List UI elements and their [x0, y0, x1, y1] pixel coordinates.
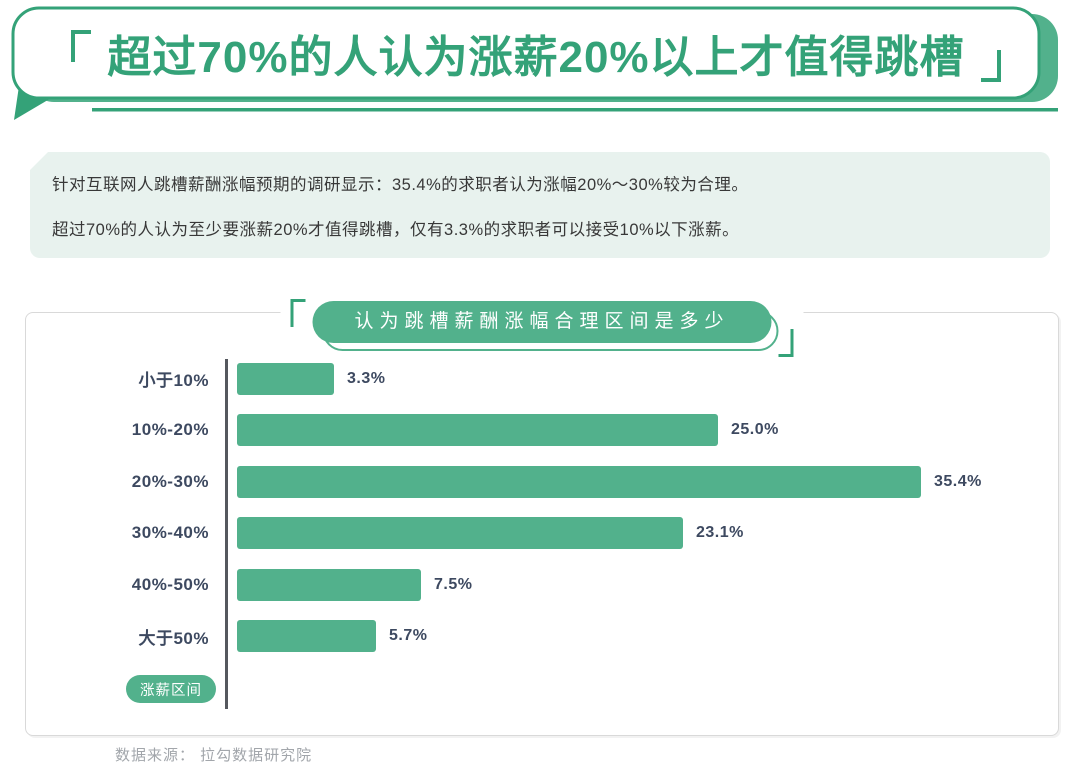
category-label: 10%-20%: [131, 420, 209, 440]
value-label: 3.3%: [347, 369, 386, 387]
banner-content: 超过70%的人认为涨薪20%以上才值得跳槽: [22, 8, 1050, 98]
value-label: 23.1%: [696, 524, 744, 542]
summary-line-2: 超过70%的人认为至少要涨薪20%才值得跳槽，仅有3.3%的求职者可以接受10%…: [52, 220, 740, 239]
page-title: 超过70%的人认为涨薪20%以上才值得跳槽: [107, 33, 965, 82]
category-label: 20%-30%: [131, 471, 209, 491]
chart-row: 30%-40% 23.1%: [26, 508, 1058, 560]
salary-range-badge: 涨薪区间: [126, 675, 216, 703]
chart-card: 认为跳槽薪酬涨幅合理区间是多少 小于10% 3.3% 10%-20% 25.0% 20%…: [25, 297, 1059, 736]
chart-rows: 小于10% 3.3% 10%-20% 25.0% 20%-30% 35.4% 30%-40%…: [26, 353, 1058, 662]
value-label: 7.5%: [434, 575, 473, 593]
banner: 超过70%的人认为涨薪20%以上才值得跳槽: [10, 6, 1062, 130]
corner-bracket-left-icon: [71, 30, 92, 62]
chart-title: 认为跳槽薪酬涨幅合理区间是多少: [312, 301, 772, 343]
title-bracket-left-icon: [290, 299, 306, 327]
chart-row: 20%-30% 35.4%: [26, 456, 1058, 508]
source-note: 数据来源： 拉勾数据研究院: [115, 747, 313, 764]
value-label: 25.0%: [731, 421, 779, 439]
bar-zone: 5.7%: [237, 620, 1058, 653]
bar: [237, 517, 683, 550]
bar-zone: 7.5%: [237, 568, 1058, 601]
banner-shape-svg: [11, 6, 1058, 120]
axis-line: [225, 359, 228, 709]
summary-card: 针对互联网人跳槽薪酬涨幅预期的调研显示：35.4%的求职者认为涨幅20%～30%…: [29, 151, 1050, 258]
category-label: 大于50%: [138, 628, 209, 648]
bar-zone: 3.3%: [237, 362, 1058, 395]
title-bracket-right-icon: [778, 329, 794, 357]
category-label: 小于10%: [138, 371, 209, 391]
banner-underline: [92, 108, 1058, 112]
chart-row: 小于10% 3.3%: [26, 353, 1058, 405]
chart-row: 大于50% 5.7%: [26, 611, 1058, 663]
chart-title-pill: 认为跳槽薪酬涨幅合理区间是多少: [312, 301, 779, 351]
bar-chart: 小于10% 3.3% 10%-20% 25.0% 20%-30% 35.4% 30%-40%…: [26, 313, 1058, 735]
bar: [237, 568, 421, 601]
bar: [237, 362, 334, 395]
summary-line-1: 针对互联网人跳槽薪酬涨幅预期的调研显示：35.4%的求职者认为涨幅20%～30%…: [52, 176, 749, 194]
chart-title-assembly: 认为跳槽薪酬涨幅合理区间是多少: [280, 297, 804, 361]
banner-box: [11, 6, 1041, 100]
value-label: 5.7%: [389, 627, 428, 645]
bar: [237, 465, 921, 498]
category-label: 30%-40%: [131, 523, 209, 543]
category-label: 40%-50%: [131, 574, 209, 594]
corner-bracket-right-icon: [980, 50, 1001, 82]
bar: [237, 414, 718, 447]
chart-row: 40%-50% 7.5%: [26, 559, 1058, 611]
bar-zone: 35.4%: [237, 465, 1058, 498]
bar: [237, 620, 376, 653]
value-label: 35.4%: [934, 472, 982, 490]
bar-zone: 23.1%: [237, 517, 1058, 550]
bar-zone: 25.0%: [237, 414, 1058, 447]
chart-row: 10%-20% 25.0%: [26, 405, 1058, 457]
